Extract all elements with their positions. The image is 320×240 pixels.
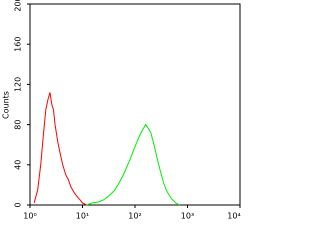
x-tick-label: 10³ xyxy=(181,212,194,221)
y-tick-label: 160 xyxy=(14,37,23,52)
y-axis-label: Counts xyxy=(2,91,11,119)
y-tick-label: 120 xyxy=(14,77,23,92)
y-tick-label: 40 xyxy=(14,160,23,170)
x-tick-label: 10² xyxy=(128,212,141,221)
x-tick-label: 10¹ xyxy=(76,212,89,221)
histogram-line xyxy=(33,92,87,206)
y-tick-label: 80 xyxy=(14,120,23,130)
x-tick-label: 10⁰ xyxy=(23,212,36,221)
y-tick-label: 200 xyxy=(14,0,23,12)
y-tick-label: 0 xyxy=(14,202,23,207)
histogram-line xyxy=(86,123,180,206)
plot-frame xyxy=(29,3,241,206)
x-tick-label: 10⁴ xyxy=(227,212,240,221)
chart: Counts 0 40 80 120 160 200 10⁰ 10¹ 10² 10³ 10⁴ xyxy=(2,0,241,221)
